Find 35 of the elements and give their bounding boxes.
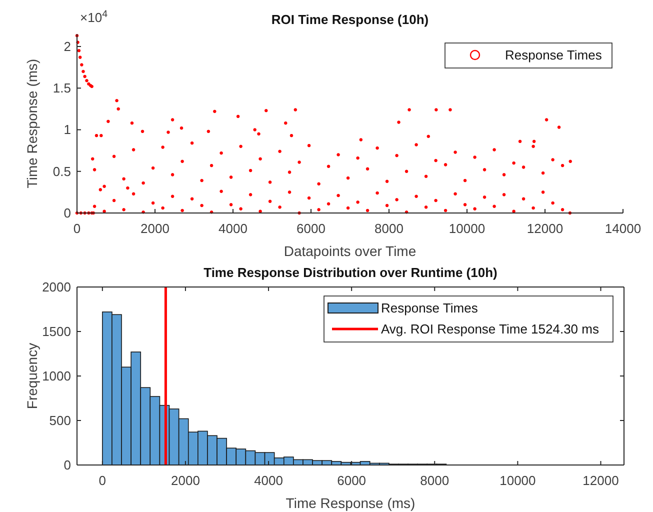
- x-tick-label: 2000: [171, 473, 200, 488]
- legend-label: Response Times: [381, 300, 478, 316]
- x-tick-label: 4000: [254, 473, 283, 488]
- chart-title: Time Response Distribution over Runtime (10h): [204, 265, 498, 280]
- x-tick-label: 14000: [604, 221, 642, 236]
- y-tick-label: 1: [64, 122, 71, 138]
- x-tick-label: 4000: [218, 221, 248, 236]
- text: ×10$^{4}$: [80, 8, 108, 25]
- y-axis-title: Time Response (ms): [24, 58, 40, 188]
- x-tick-label: 6000: [296, 221, 326, 236]
- legend-label: Response Times: [505, 48, 602, 62]
- x-tick-label: 10000: [500, 473, 536, 488]
- x-tick-label: 6000: [337, 473, 366, 488]
- y-axis-title: Frequency: [24, 342, 40, 410]
- x-tick-label: 0: [73, 221, 81, 236]
- y-tick-label: 0: [64, 458, 71, 472]
- y-tick-label: 500: [49, 413, 71, 428]
- y-tick-label: 1500: [42, 324, 71, 339]
- x-tick-label: 8000: [374, 221, 404, 236]
- x-tick-label: 0: [98, 473, 106, 488]
- x-tick-label: 12000: [526, 221, 564, 236]
- y-tick-label: 0: [64, 206, 71, 220]
- x-tick-label: 2000: [140, 221, 170, 236]
- x-axis-title: Time Response (ms): [286, 495, 416, 511]
- y-tick-label: 1000: [42, 368, 71, 384]
- x-tick-label: 10000: [448, 221, 486, 236]
- y-tick-label: 1.5: [52, 80, 71, 96]
- y-tick-label: 2: [64, 38, 71, 54]
- legend-label: Avg. ROI Response Time 1524.30 ms: [381, 322, 600, 336]
- x-axis-title: Datapoints over Time: [284, 243, 416, 259]
- chart-title: ROI Time Response (10h): [271, 12, 429, 27]
- y-tick-label: 2000: [42, 280, 71, 294]
- x-tick-label: 8000: [420, 473, 450, 488]
- x-tick-label: 12000: [582, 473, 619, 488]
- y-tick-label: 0.5: [52, 164, 71, 179]
